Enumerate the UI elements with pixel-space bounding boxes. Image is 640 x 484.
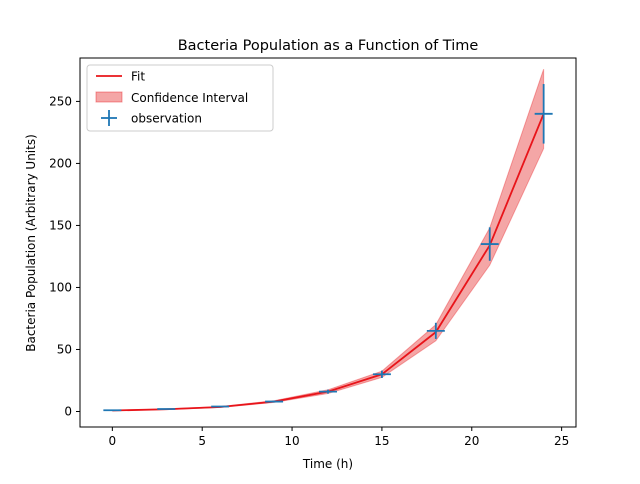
x-tick-label: 5 <box>198 434 206 448</box>
x-tick-label: 10 <box>284 434 299 448</box>
legend-fit-label: Fit <box>131 70 145 84</box>
y-tick-label: 150 <box>49 218 72 232</box>
x-tick-label: 15 <box>374 434 389 448</box>
legend-box <box>86 64 274 132</box>
legend-observation-label: observation <box>131 112 202 126</box>
y-tick-label: 50 <box>57 342 72 356</box>
legend: Fit Confidence Interval observation <box>86 64 274 132</box>
y-tick-label: 0 <box>64 404 72 418</box>
x-axis-label: Time (h) <box>302 457 353 471</box>
x-tick-label: 20 <box>464 434 479 448</box>
x-tick-label: 0 <box>109 434 117 448</box>
y-tick-label: 250 <box>49 94 72 108</box>
chart-title: Bacteria Population as a Function of Tim… <box>178 38 479 54</box>
legend-band-swatch <box>95 91 123 103</box>
y-axis-label: Bacteria Population (Arbitrary Units) <box>24 134 38 352</box>
x-tick-label: 25 <box>554 434 569 448</box>
axes-frame <box>79 57 577 428</box>
y-tick-label: 100 <box>49 280 72 294</box>
legend-band-label: Confidence Interval <box>131 91 248 105</box>
y-tick-label: 200 <box>49 156 72 170</box>
